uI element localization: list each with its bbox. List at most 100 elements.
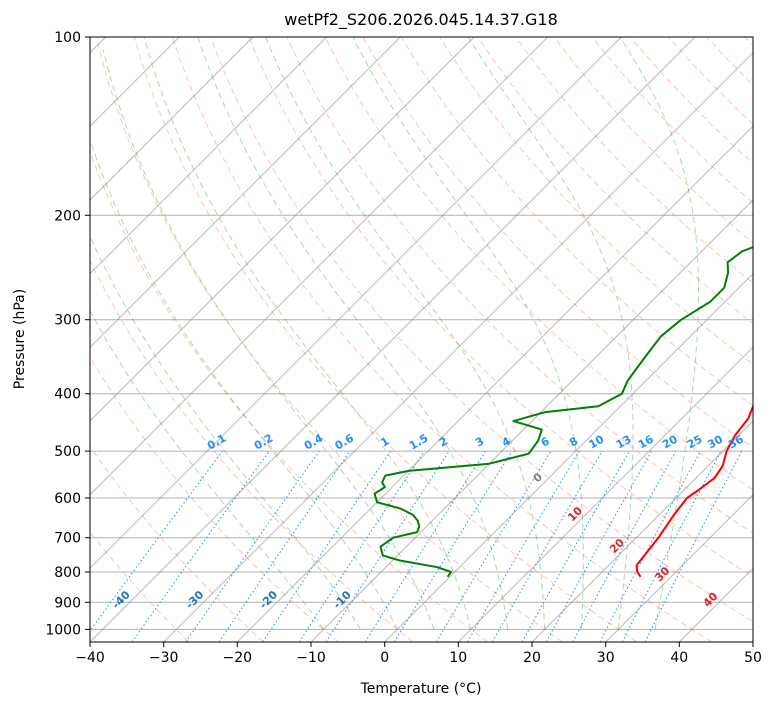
moist-adiabat	[90, 235, 361, 630]
grid-layer	[90, 37, 753, 630]
mixing-ratio-label: 25	[685, 433, 705, 452]
isotherm-label: -20	[257, 588, 280, 611]
mixing-ratio-line	[218, 450, 351, 642]
dry-adiabat	[90, 259, 414, 642]
mixing-ratio-label: 10	[586, 432, 606, 451]
dry-adiabat	[668, 37, 753, 125]
x-tick-label: −20	[223, 650, 253, 666]
x-tick-label: −10	[296, 650, 326, 666]
x-axis: −40 −30 −20 −10 0 10 20 30 40 50	[75, 642, 762, 666]
mixing-ratio-label: 30	[705, 432, 725, 451]
x-tick-label: 20	[523, 650, 541, 666]
dry-adiabat	[171, 37, 712, 642]
isotherm-line	[90, 37, 696, 642]
mixing-ratio-label: 1	[378, 435, 391, 450]
chart-title: wetPf2_S206.2026.045.14.37.G18	[284, 10, 558, 30]
x-tick-label: 50	[744, 650, 762, 666]
mixing-ratio-label: 36	[726, 432, 746, 451]
mixing-ratio-label: 8	[567, 435, 580, 450]
isotherm-line	[384, 272, 753, 642]
mixing-ratio-line	[393, 450, 513, 642]
dry-adiabat	[324, 37, 753, 491]
isotherm-line	[310, 199, 753, 642]
mixing-ratio-line	[90, 450, 223, 632]
plot-frame	[89, 36, 754, 643]
isotherm-label: 10	[565, 504, 585, 524]
y-tick-label: 200	[54, 208, 81, 224]
mixing-ratio-line	[644, 450, 743, 642]
moist-adiabat	[619, 37, 699, 630]
y-tick-label: 900	[54, 595, 81, 611]
mixing-ratio-label: 20	[660, 432, 680, 451]
isotherm-line	[163, 51, 753, 642]
mixing-ratio-label: 3	[473, 435, 486, 450]
mixing-ratio-line	[185, 450, 320, 642]
dry-adiabat	[90, 150, 488, 642]
x-tick-label: −30	[149, 650, 179, 666]
isotherm-label: -10	[331, 588, 354, 611]
dry-adiabat	[706, 37, 753, 86]
mixing-ratio-line	[325, 450, 450, 642]
series-layer	[373, 246, 753, 578]
isotherm-layer	[90, 37, 753, 642]
dry-adiabat	[133, 37, 638, 642]
isotherm-label: -40	[110, 588, 133, 611]
isotherm-line	[236, 125, 753, 642]
isotherm-label: -30	[183, 588, 206, 611]
y-tick-label: 800	[54, 565, 81, 581]
isotherm-line	[90, 37, 622, 570]
label-layer: -100-90-80-70-60-50-40-30-20-10010203040…	[110, 431, 747, 611]
isotherm-label: 30	[652, 564, 672, 584]
dry-adiabat	[553, 37, 753, 244]
isotherm-line	[90, 37, 549, 496]
y-tick-label: 600	[54, 491, 81, 507]
y-axis-title: Pressure (hPa)	[12, 289, 28, 389]
dewpoint-profile	[373, 246, 753, 578]
moist-adiabat	[102, 49, 435, 630]
mixing-ratio-line	[521, 450, 630, 642]
x-axis-title: Temperature (°C)	[360, 681, 482, 697]
plot-area: -100-90-80-70-60-50-40-30-20-10010203040…	[90, 37, 753, 642]
mixing-ratio-line	[572, 450, 677, 642]
y-axis: 100 200 300 400 500 600 700 800 900 1000	[45, 30, 90, 638]
dry-adiabat	[286, 37, 753, 534]
mixing-ratio-label: 0.2	[252, 432, 275, 453]
moist-adiabat	[90, 309, 324, 630]
dry-adiabat	[744, 37, 753, 47]
mixing-ratio-label: 0.6	[333, 431, 357, 452]
dry-adiabat	[90, 531, 190, 642]
isotherm-line	[752, 641, 753, 642]
isotherm-line	[90, 37, 401, 349]
mixing-ratio-label: 1.5	[407, 432, 430, 453]
isotherm-line	[90, 37, 254, 201]
x-tick-label: 40	[670, 650, 688, 666]
y-tick-label: 100	[54, 30, 81, 46]
moist-adiabat	[90, 138, 398, 630]
isotherm-line	[605, 493, 753, 642]
moist-adiabat	[467, 37, 634, 630]
y-tick-label: 300	[54, 313, 81, 329]
y-tick-label: 500	[54, 444, 81, 460]
isotherm-line	[90, 37, 328, 275]
temperature-profile	[635, 403, 753, 578]
x-tick-label: 10	[449, 650, 467, 666]
dry-adiabat	[90, 445, 264, 642]
dry-adiabat	[515, 37, 753, 284]
adiabat-layer	[90, 37, 753, 642]
isotherm-line	[678, 567, 753, 642]
moist-adiabat	[143, 37, 472, 630]
x-tick-label: 30	[597, 650, 615, 666]
moist-adiabat	[265, 37, 546, 630]
isotherm-line	[90, 37, 475, 422]
mixing-ratio-layer	[90, 450, 743, 642]
y-tick-label: 1000	[45, 622, 81, 638]
isotherm-line	[457, 346, 753, 642]
moist-adiabat	[352, 37, 584, 630]
dry-adiabat	[210, 37, 753, 623]
mixing-ratio-label: 6	[539, 434, 552, 449]
dry-adiabat	[95, 37, 563, 642]
x-tick-label: −40	[75, 650, 105, 666]
mixing-ratio-label: 0.4	[302, 431, 326, 452]
mixing-ratio-line	[262, 450, 392, 642]
mixing-ratio-line	[298, 450, 425, 642]
